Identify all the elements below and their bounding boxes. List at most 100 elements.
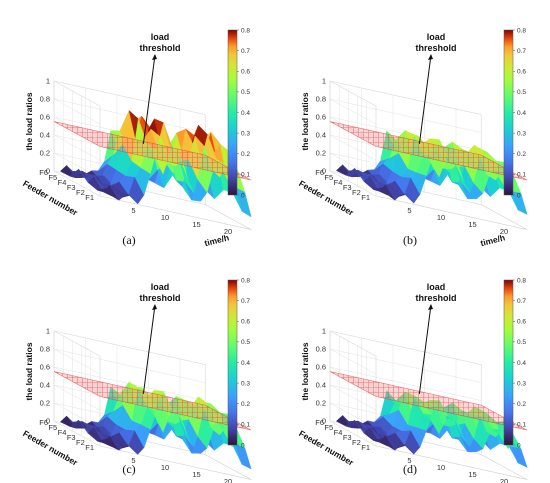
panel-caption: (d) [403,462,417,476]
z-tick-label: 0.2 [316,399,326,408]
y-tick-label: F5 [324,423,333,432]
floor-edge [99,445,252,480]
z-gridline [329,80,482,115]
colorbar-tick-label: 0.5 [241,339,250,346]
y-tick-label: F1 [361,193,370,202]
y-tick-label: F3 [343,433,352,442]
x-tick-label: 5 [407,206,411,215]
x-tick-label: 10 [161,463,169,472]
colorbar-tick-label: 0.4 [517,110,526,117]
y-tick-label: F4 [58,428,67,437]
z-tick-label: 0.8 [316,95,326,104]
x-tick-label: 5 [407,456,411,465]
z-gridline [53,80,206,115]
colorbar-tick-label: 0 [517,192,521,199]
colorbar [503,279,514,446]
colorbar-tick-label: 0.3 [517,380,526,387]
y-tick-label: F6 [315,168,324,177]
colorbar-tick-label: 0.6 [241,69,250,76]
threshold-arrowhead [152,54,157,60]
z-axis-label: the load ratios [24,92,34,150]
colorbar-tick-label: 0.5 [517,339,526,346]
z-axis-label: the load ratios [300,342,310,400]
colorbar [227,29,238,196]
z-tick-label: 1 [322,327,326,336]
z-tick-label: 1 [322,77,326,86]
z-tick-label: 0.2 [40,149,50,158]
colorbar-tick-label: 0.2 [517,401,526,408]
colorbar-tick-label: 0.3 [241,380,250,387]
colorbar-tick-label: 0.7 [517,48,526,55]
z-tick-label: 0.4 [316,131,326,140]
threshold-plane [329,121,528,181]
x-axis-label: time/h [203,232,230,248]
threshold-label-line2: threshold [415,43,456,53]
x-tick-label: 15 [192,470,200,479]
z-tick-label: 0.6 [40,363,50,372]
panel-caption: (a) [122,233,135,247]
y-tick-label: F2 [76,438,85,447]
y-tick-label: F3 [67,183,76,192]
colorbar-tick-label: 0.6 [517,319,526,326]
y-tick-label: F3 [67,433,76,442]
threshold-label-line2: threshold [139,43,180,53]
colorbar-tick-label: 0.1 [517,172,526,179]
colorbar-tick-label: 0.7 [517,298,526,305]
y-tick-label: F4 [334,428,343,437]
threshold-label-line2: threshold [415,293,456,303]
x-tick-label: 20 [224,227,232,236]
panel-caption: (c) [122,462,135,476]
x-tick-label: 20 [500,227,508,236]
threshold-arrowhead [428,54,433,60]
floor-edge [375,195,528,230]
x-tick-label: 5 [131,456,135,465]
z-gridline [329,330,482,365]
x-tick-label: 10 [161,213,169,222]
surface-patch [235,187,252,218]
colorbar-tick-label: 0.1 [241,422,250,429]
colorbar [503,29,514,196]
x-tick-label: 15 [192,220,200,229]
colorbar-tick-label: 0 [517,442,521,449]
z-tick-label: 1 [46,77,50,86]
z-tick-label: 0.2 [316,149,326,158]
y-tick-label: F1 [85,193,94,202]
threshold-label-line1: load [427,282,446,292]
y-tick-label: F2 [76,188,85,197]
y-tick-label: F5 [48,423,57,432]
x-tick-label: 15 [468,220,476,229]
colorbar-tick-label: 0.4 [241,360,250,367]
z-axis-label: the load ratios [24,342,34,400]
y-tick-label: F6 [39,168,48,177]
y-tick-label: F2 [352,438,361,447]
x-axis-label: time/h [479,232,506,248]
x-tick-label: 20 [500,477,508,483]
colorbar-tick-label: 0.7 [241,298,250,305]
y-tick-label: F4 [334,178,343,187]
threshold-label-line1: load [427,32,446,42]
threshold-plane [53,371,252,431]
threshold-label-line2: threshold [139,293,180,303]
y-tick-label: F6 [315,418,324,427]
z-tick-label: 0.6 [40,113,50,122]
z-axis-label: the load ratios [300,92,310,150]
z-tick-label: 0.4 [40,381,50,390]
z-tick-label: 0 [322,417,326,426]
colorbar-tick-label: 0.3 [241,130,250,137]
z-tick-label: 0 [46,417,50,426]
floor-edge [99,195,252,230]
colorbar-tick-label: 0.2 [241,401,250,408]
y-tick-label: F1 [361,443,370,452]
x-tick-label: 5 [131,206,135,215]
surface-patch [235,444,252,470]
colorbar-tick-label: 0.6 [517,69,526,76]
colorbar-tick-label: 0.3 [517,130,526,137]
colorbar-tick-label: 0.8 [517,27,526,34]
x-tick-label: 20 [224,477,232,483]
colorbar-tick-label: 0.8 [517,277,526,284]
z-tick-label: 0.6 [316,363,326,372]
y-tick-label: F6 [39,418,48,427]
